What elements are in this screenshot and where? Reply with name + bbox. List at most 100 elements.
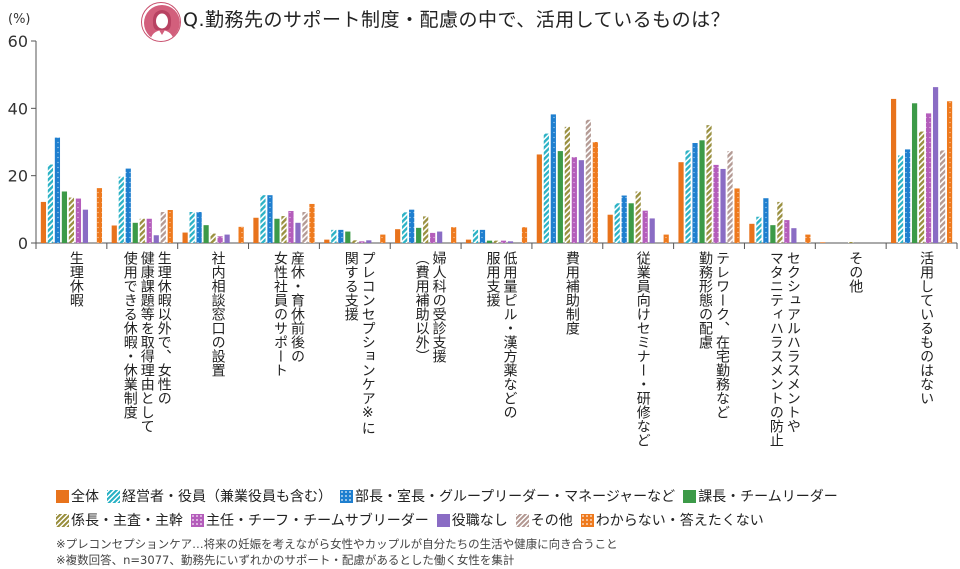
- legend-swatch: [436, 513, 450, 527]
- x-category-label: 産休・育休前後の 女性社員のサポート: [271, 251, 305, 377]
- bar: [820, 242, 826, 243]
- bar: [75, 198, 82, 243]
- bar: [699, 140, 705, 243]
- bar: [890, 98, 897, 243]
- bar: [479, 229, 486, 243]
- bar: [472, 229, 479, 243]
- bar: [423, 216, 429, 243]
- bar: [939, 150, 946, 243]
- bar: [210, 233, 216, 243]
- bar: [486, 240, 493, 243]
- bar: [309, 203, 315, 243]
- bar: [770, 225, 776, 243]
- bar: [352, 240, 358, 243]
- bar: [224, 234, 230, 243]
- bar: [763, 198, 769, 243]
- bar: [607, 214, 613, 243]
- legend-item: 経営者・役員（兼業役員も含む）: [107, 486, 332, 506]
- y-tick-label: 40: [8, 99, 28, 118]
- legend-swatch: [683, 489, 697, 503]
- x-category-label: 婦人科の受診支援 （費用補助以外）: [413, 251, 447, 363]
- bar: [925, 113, 932, 243]
- legend-label: 部長・室長・グループリーダー・マネージャーなど: [355, 489, 676, 505]
- legend-swatch: [340, 489, 353, 503]
- bar: [756, 216, 762, 243]
- x-category-label: 生理休暇: [67, 251, 84, 307]
- x-category-label: 社内相談窓口の設置: [209, 251, 226, 377]
- legend-item: 係長・主査・主幹: [56, 510, 183, 530]
- x-category-label: 活用しているものはない: [918, 251, 935, 405]
- bar: [451, 227, 457, 243]
- bar: [897, 155, 904, 243]
- bar: [911, 103, 918, 244]
- bar: [749, 223, 755, 243]
- bar: [132, 222, 138, 243]
- bar: [848, 241, 854, 243]
- legend-swatch: [191, 513, 204, 527]
- bar: [118, 176, 124, 243]
- legend-label: 課長・チームリーダー: [698, 489, 838, 505]
- y-tick-label: 20: [8, 167, 28, 186]
- bar: [578, 160, 584, 243]
- bar: [295, 222, 301, 243]
- page-title: Q.勤務先のサポート制度・配慮の中で、活用しているものは？: [183, 9, 731, 31]
- bar: [621, 195, 627, 243]
- bar: [628, 203, 634, 243]
- bar: [416, 227, 422, 243]
- legend: 全体 経営者・役員（兼業役員も含む） 部長・室長・グループリーダー・マネージャーなど…: [56, 484, 838, 532]
- bar: [791, 228, 797, 243]
- bar: [642, 210, 648, 243]
- bar: [338, 229, 344, 243]
- y-tick-label: 60: [8, 32, 28, 51]
- bar: [96, 188, 103, 243]
- x-category-label: 従業員向けセミナー・研修など: [634, 251, 651, 447]
- bar: [61, 191, 68, 243]
- legend-item: 全体: [56, 486, 99, 506]
- bar: [727, 151, 733, 243]
- bar: [160, 212, 166, 243]
- bar: [614, 203, 620, 243]
- legend-label: 役職なし: [451, 513, 508, 529]
- bar: [777, 201, 783, 243]
- x-category-label: テレワーク、在宅勤務など 勤務形態の配慮: [697, 251, 731, 419]
- x-category-label: 費用補助制度: [563, 251, 580, 335]
- legend-label: 主任・チーフ・チームサブリーダー: [206, 513, 429, 529]
- y-tick-label: 0: [18, 234, 28, 253]
- footnote-sample: ※複数回答、n=3077、勤務先にいずれかのサポート・配慮があるとした働く女性を…: [56, 553, 515, 567]
- bar: [713, 164, 719, 243]
- legend-item: 主任・チーフ・チームサブリーダー: [191, 510, 429, 530]
- bar: [734, 188, 740, 243]
- legend-label: 係長・主査・主幹: [71, 513, 183, 529]
- legend-label: わからない・答えたくない: [595, 513, 764, 529]
- footnotes: ※プレコンセプションケア…将来の妊娠を考えながら女性やカップルが自分たちの生活や…: [56, 536, 618, 568]
- bar: [331, 229, 337, 243]
- bar: [324, 239, 330, 243]
- bar: [47, 164, 54, 243]
- bar: [203, 225, 209, 243]
- bar: [359, 241, 365, 243]
- bar: [189, 212, 195, 243]
- bar: [635, 191, 641, 243]
- woman-avatar-icon: [141, 2, 181, 42]
- bar: [507, 241, 514, 243]
- bar: [111, 225, 117, 243]
- legend-item: 役職なし: [436, 510, 508, 530]
- x-category-label: 低用量ピル・漢方薬などの 服用支援: [484, 251, 518, 419]
- bar: [125, 168, 131, 243]
- legend-item: 課長・チームリーダー: [683, 486, 838, 506]
- bar: [500, 240, 507, 243]
- bar: [437, 231, 443, 243]
- bar: [139, 218, 145, 243]
- bar: [395, 229, 401, 243]
- legend-label: 全体: [71, 489, 99, 505]
- bar: [274, 218, 280, 243]
- bar: [543, 133, 549, 243]
- bar: [54, 137, 61, 243]
- bar-chart: 0 20 40 60: [8, 32, 958, 253]
- bar: [217, 236, 223, 243]
- bar: [153, 235, 159, 243]
- bar: [196, 212, 202, 243]
- legend-item: その他: [515, 510, 573, 530]
- bar: [685, 150, 691, 243]
- bar: [550, 114, 556, 243]
